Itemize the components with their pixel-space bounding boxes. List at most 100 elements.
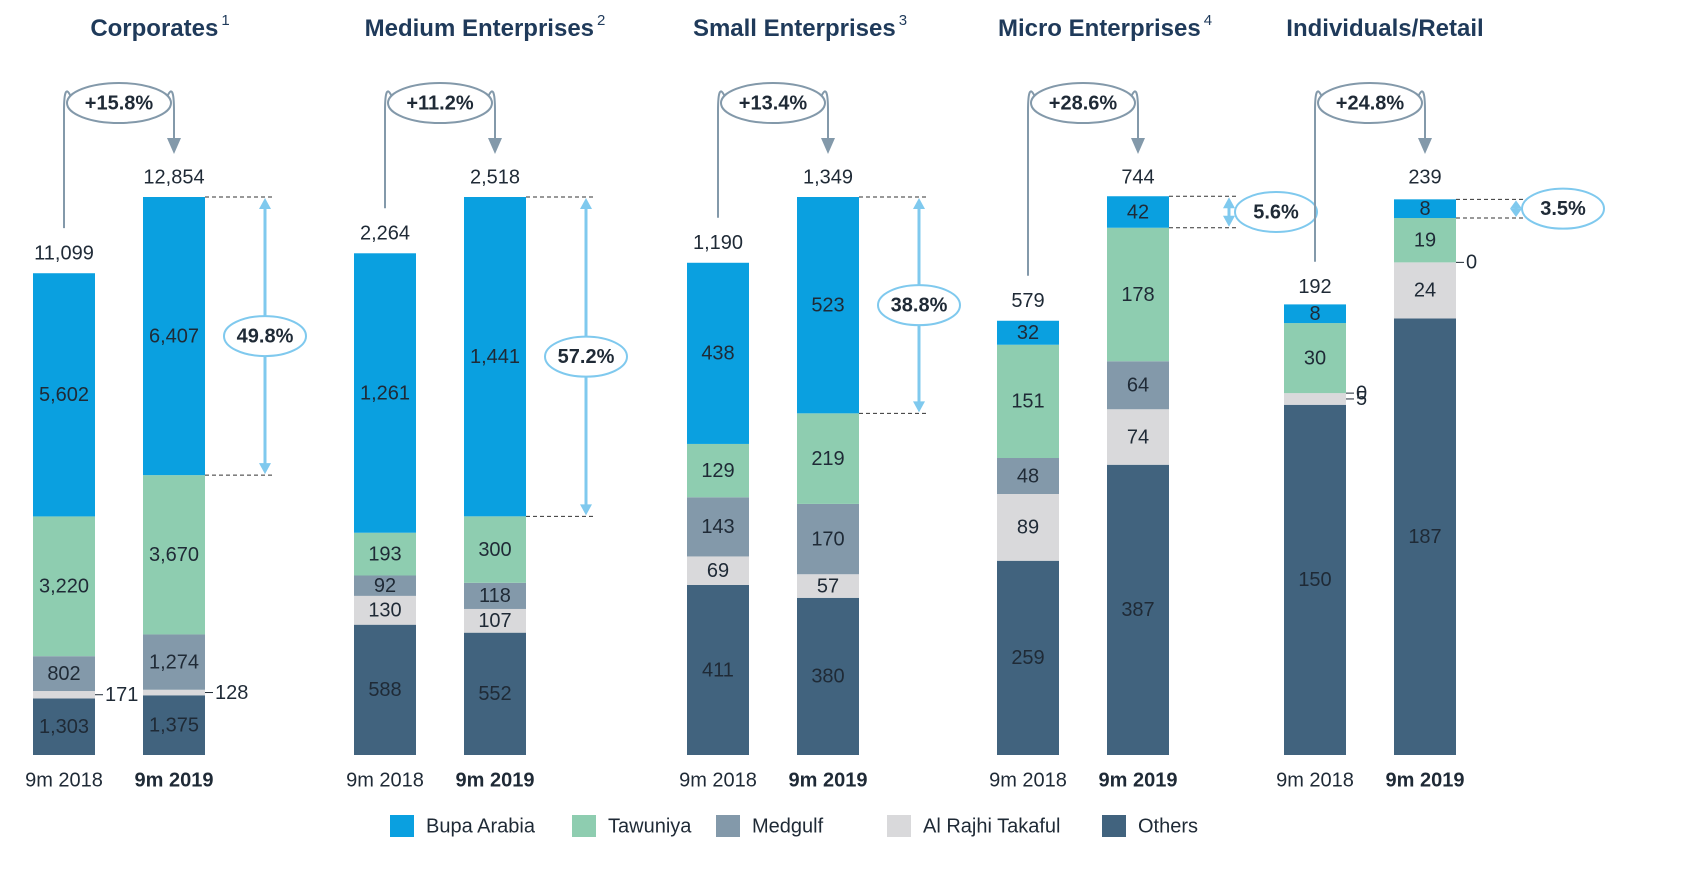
bar-segment	[1284, 323, 1346, 394]
bar-segment	[797, 597, 859, 755]
growth-arrowhead	[821, 138, 835, 154]
bar-segment	[354, 595, 416, 625]
bar-segment	[1107, 464, 1169, 755]
share-label: 49.8%	[237, 325, 294, 347]
share-arrowhead	[259, 463, 271, 475]
growth-connector	[717, 90, 726, 218]
growth-label: +24.8%	[1336, 92, 1405, 114]
bar-segment	[997, 560, 1059, 755]
value-label: 92	[374, 575, 396, 597]
value-label: 5	[1356, 388, 1367, 410]
value-label: 1,375	[149, 714, 199, 736]
bar-segment	[797, 413, 859, 504]
value-label: 3,220	[39, 576, 89, 598]
legend-swatch	[390, 815, 414, 837]
share-arrowhead	[913, 401, 925, 413]
value-label: 129	[701, 460, 734, 482]
value-label: 32	[1017, 322, 1039, 344]
bar-segment	[464, 582, 526, 609]
growth-badge	[66, 82, 172, 124]
growth-connector	[166, 90, 175, 140]
value-label: 380	[811, 666, 844, 688]
x-tick-label: 9m 2019	[135, 769, 214, 791]
share-badge	[877, 284, 961, 327]
bar-segment	[1284, 304, 1346, 324]
value-label: 118	[479, 585, 511, 607]
growth-connector	[1027, 90, 1036, 276]
value-label: 143	[701, 516, 734, 538]
x-tick-label: 9m 2019	[456, 769, 535, 791]
share-arrowhead	[1510, 200, 1522, 209]
growth-label: +15.8%	[85, 92, 154, 114]
share-arrowhead	[1510, 208, 1522, 218]
bar-segment	[997, 494, 1059, 561]
growth-connector	[63, 90, 72, 229]
value-label: 1,441	[470, 346, 520, 368]
bar-segment	[1284, 404, 1346, 755]
growth-badge	[1317, 82, 1423, 124]
value-label: 64	[1127, 375, 1149, 397]
x-tick-label: 9m 2018	[989, 769, 1067, 791]
value-label: 1,261	[360, 382, 410, 404]
legend-swatch	[716, 815, 740, 837]
value-label: 6,407	[149, 325, 199, 347]
total-label: 2,264	[360, 223, 410, 245]
panel-title: Medium Enterprises 2	[365, 12, 606, 42]
value-label: 387	[1121, 599, 1154, 621]
total-label: 12,854	[143, 166, 204, 188]
value-label: 1,303	[39, 716, 89, 738]
value-label: 89	[1017, 517, 1039, 539]
value-label: 5,602	[39, 384, 89, 406]
share-arrowhead	[1223, 215, 1235, 227]
value-label: 259	[1011, 647, 1044, 669]
value-label: 552	[478, 683, 511, 705]
bar-segment	[797, 197, 859, 414]
value-label: 3,670	[149, 544, 199, 566]
total-label: 192	[1298, 276, 1331, 298]
x-tick-label: 9m 2018	[25, 769, 103, 791]
share-arrowhead	[913, 198, 925, 209]
legend-label: Others	[1138, 815, 1198, 837]
share-label: 57.2%	[558, 346, 615, 368]
value-label: 193	[368, 543, 401, 565]
title-text: Individuals/Retail	[1286, 15, 1483, 42]
growth-arrowhead	[1131, 138, 1145, 154]
bar-segment	[1107, 409, 1169, 465]
value-label: 300	[478, 539, 511, 561]
title-note: 2	[597, 12, 605, 29]
x-tick-label: 9m 2018	[1276, 769, 1354, 791]
title-text: Corporates	[90, 15, 218, 42]
bar-segment	[354, 624, 416, 755]
growth-arrowhead	[167, 138, 181, 154]
share-badge	[1521, 187, 1605, 230]
value-label: 187	[1408, 526, 1441, 548]
value-label: 411	[702, 659, 734, 681]
legend-swatch	[1102, 815, 1126, 837]
title-text: Small Enterprises	[693, 15, 896, 42]
share-label: 5.6%	[1253, 201, 1299, 223]
value-label: 130	[368, 600, 401, 622]
growth-label: +11.2%	[406, 92, 474, 114]
bar-segment	[1284, 393, 1346, 405]
value-label: 74	[1127, 426, 1149, 448]
bar-segment	[33, 698, 95, 755]
bar-segment	[464, 632, 526, 755]
bar-segment	[1107, 361, 1169, 410]
bar-segment	[687, 584, 749, 755]
bar-segment	[354, 575, 416, 596]
title-text: Medium Enterprises	[365, 15, 594, 42]
bar-segment	[1107, 227, 1169, 362]
value-label: 8	[1309, 303, 1320, 325]
share-arrowhead	[1223, 197, 1235, 209]
value-label: 151	[1011, 391, 1044, 413]
value-label: 8	[1419, 198, 1430, 220]
value-label: 171	[105, 684, 138, 706]
x-tick-label: 9m 2019	[1099, 769, 1178, 791]
bar-segment	[33, 516, 95, 657]
title-note: 1	[221, 12, 229, 29]
share-arrowhead	[580, 504, 592, 516]
growth-connector	[384, 90, 393, 209]
share-badge	[223, 315, 307, 358]
value-label: 107	[478, 610, 511, 632]
total-label: 1,349	[803, 166, 853, 188]
